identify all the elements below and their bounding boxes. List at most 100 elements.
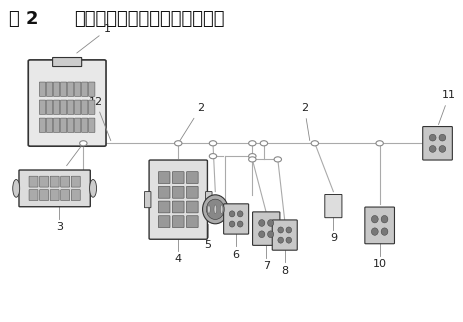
Ellipse shape xyxy=(439,134,446,141)
FancyBboxPatch shape xyxy=(81,118,88,132)
FancyBboxPatch shape xyxy=(40,176,49,187)
FancyBboxPatch shape xyxy=(172,201,184,213)
FancyBboxPatch shape xyxy=(53,82,60,96)
FancyBboxPatch shape xyxy=(71,190,80,201)
Ellipse shape xyxy=(238,221,243,227)
Ellipse shape xyxy=(90,180,97,197)
FancyBboxPatch shape xyxy=(88,100,95,114)
FancyBboxPatch shape xyxy=(172,216,184,228)
Text: 5: 5 xyxy=(204,240,211,250)
Text: 10: 10 xyxy=(373,259,387,269)
FancyBboxPatch shape xyxy=(68,100,74,114)
FancyBboxPatch shape xyxy=(29,176,38,187)
FancyBboxPatch shape xyxy=(39,100,46,114)
FancyBboxPatch shape xyxy=(88,118,95,132)
Text: 12: 12 xyxy=(88,97,111,141)
Text: 1: 1 xyxy=(77,24,111,53)
Text: 2: 2 xyxy=(56,146,81,181)
FancyBboxPatch shape xyxy=(272,220,297,250)
Text: 6: 6 xyxy=(232,250,240,260)
Ellipse shape xyxy=(203,195,228,224)
FancyBboxPatch shape xyxy=(61,190,69,201)
FancyBboxPatch shape xyxy=(19,170,90,207)
Circle shape xyxy=(376,141,383,146)
Ellipse shape xyxy=(238,211,243,217)
Text: 2: 2 xyxy=(301,103,310,140)
Circle shape xyxy=(175,141,182,146)
Text: 3: 3 xyxy=(56,222,63,232)
FancyBboxPatch shape xyxy=(88,82,95,96)
FancyBboxPatch shape xyxy=(61,100,67,114)
FancyBboxPatch shape xyxy=(61,82,67,96)
FancyBboxPatch shape xyxy=(75,118,81,132)
FancyBboxPatch shape xyxy=(53,58,81,67)
FancyBboxPatch shape xyxy=(39,82,46,96)
Ellipse shape xyxy=(278,227,283,233)
Ellipse shape xyxy=(381,215,388,223)
Ellipse shape xyxy=(13,180,19,197)
FancyBboxPatch shape xyxy=(53,100,60,114)
FancyBboxPatch shape xyxy=(75,100,81,114)
FancyBboxPatch shape xyxy=(158,186,170,198)
Ellipse shape xyxy=(229,211,235,217)
Text: 电机汽车低压动力控制线束总成: 电机汽车低压动力控制线束总成 xyxy=(74,10,225,28)
Circle shape xyxy=(249,141,256,146)
FancyBboxPatch shape xyxy=(53,118,60,132)
Circle shape xyxy=(209,154,217,159)
FancyBboxPatch shape xyxy=(144,192,151,208)
FancyBboxPatch shape xyxy=(46,82,53,96)
Circle shape xyxy=(260,141,268,146)
FancyBboxPatch shape xyxy=(206,192,212,208)
Ellipse shape xyxy=(278,237,283,243)
Circle shape xyxy=(274,157,282,162)
Circle shape xyxy=(249,157,256,162)
Ellipse shape xyxy=(439,146,446,152)
FancyBboxPatch shape xyxy=(29,190,38,201)
FancyBboxPatch shape xyxy=(224,204,249,234)
FancyBboxPatch shape xyxy=(172,172,184,184)
FancyBboxPatch shape xyxy=(50,190,59,201)
FancyBboxPatch shape xyxy=(158,216,170,228)
FancyBboxPatch shape xyxy=(40,190,49,201)
Text: 11: 11 xyxy=(438,90,456,125)
FancyBboxPatch shape xyxy=(68,118,74,132)
Ellipse shape xyxy=(286,237,292,243)
FancyBboxPatch shape xyxy=(149,160,207,239)
FancyBboxPatch shape xyxy=(158,201,170,213)
Circle shape xyxy=(80,141,87,146)
FancyBboxPatch shape xyxy=(81,100,88,114)
Ellipse shape xyxy=(371,215,378,223)
FancyBboxPatch shape xyxy=(61,176,69,187)
Text: 7: 7 xyxy=(263,261,270,271)
FancyBboxPatch shape xyxy=(81,82,88,96)
Ellipse shape xyxy=(220,205,223,214)
Text: 9: 9 xyxy=(330,233,337,243)
Ellipse shape xyxy=(268,220,274,226)
FancyBboxPatch shape xyxy=(39,118,46,132)
Ellipse shape xyxy=(429,134,436,141)
Ellipse shape xyxy=(206,199,224,220)
Circle shape xyxy=(209,141,217,146)
Text: 4: 4 xyxy=(175,254,182,264)
FancyBboxPatch shape xyxy=(158,172,170,184)
FancyBboxPatch shape xyxy=(325,194,342,218)
FancyBboxPatch shape xyxy=(423,127,452,160)
Ellipse shape xyxy=(208,205,210,214)
Ellipse shape xyxy=(429,146,436,152)
Ellipse shape xyxy=(268,231,274,238)
Ellipse shape xyxy=(371,228,378,235)
FancyBboxPatch shape xyxy=(46,100,53,114)
Ellipse shape xyxy=(214,205,217,214)
FancyBboxPatch shape xyxy=(172,186,184,198)
Circle shape xyxy=(249,154,256,159)
Text: 图 2: 图 2 xyxy=(9,10,39,28)
Circle shape xyxy=(311,141,319,146)
FancyBboxPatch shape xyxy=(187,186,198,198)
FancyBboxPatch shape xyxy=(365,207,394,244)
FancyBboxPatch shape xyxy=(46,118,53,132)
Text: 8: 8 xyxy=(281,266,288,276)
FancyBboxPatch shape xyxy=(28,60,106,146)
Text: 2: 2 xyxy=(180,103,204,141)
FancyBboxPatch shape xyxy=(187,201,198,213)
FancyBboxPatch shape xyxy=(68,82,74,96)
